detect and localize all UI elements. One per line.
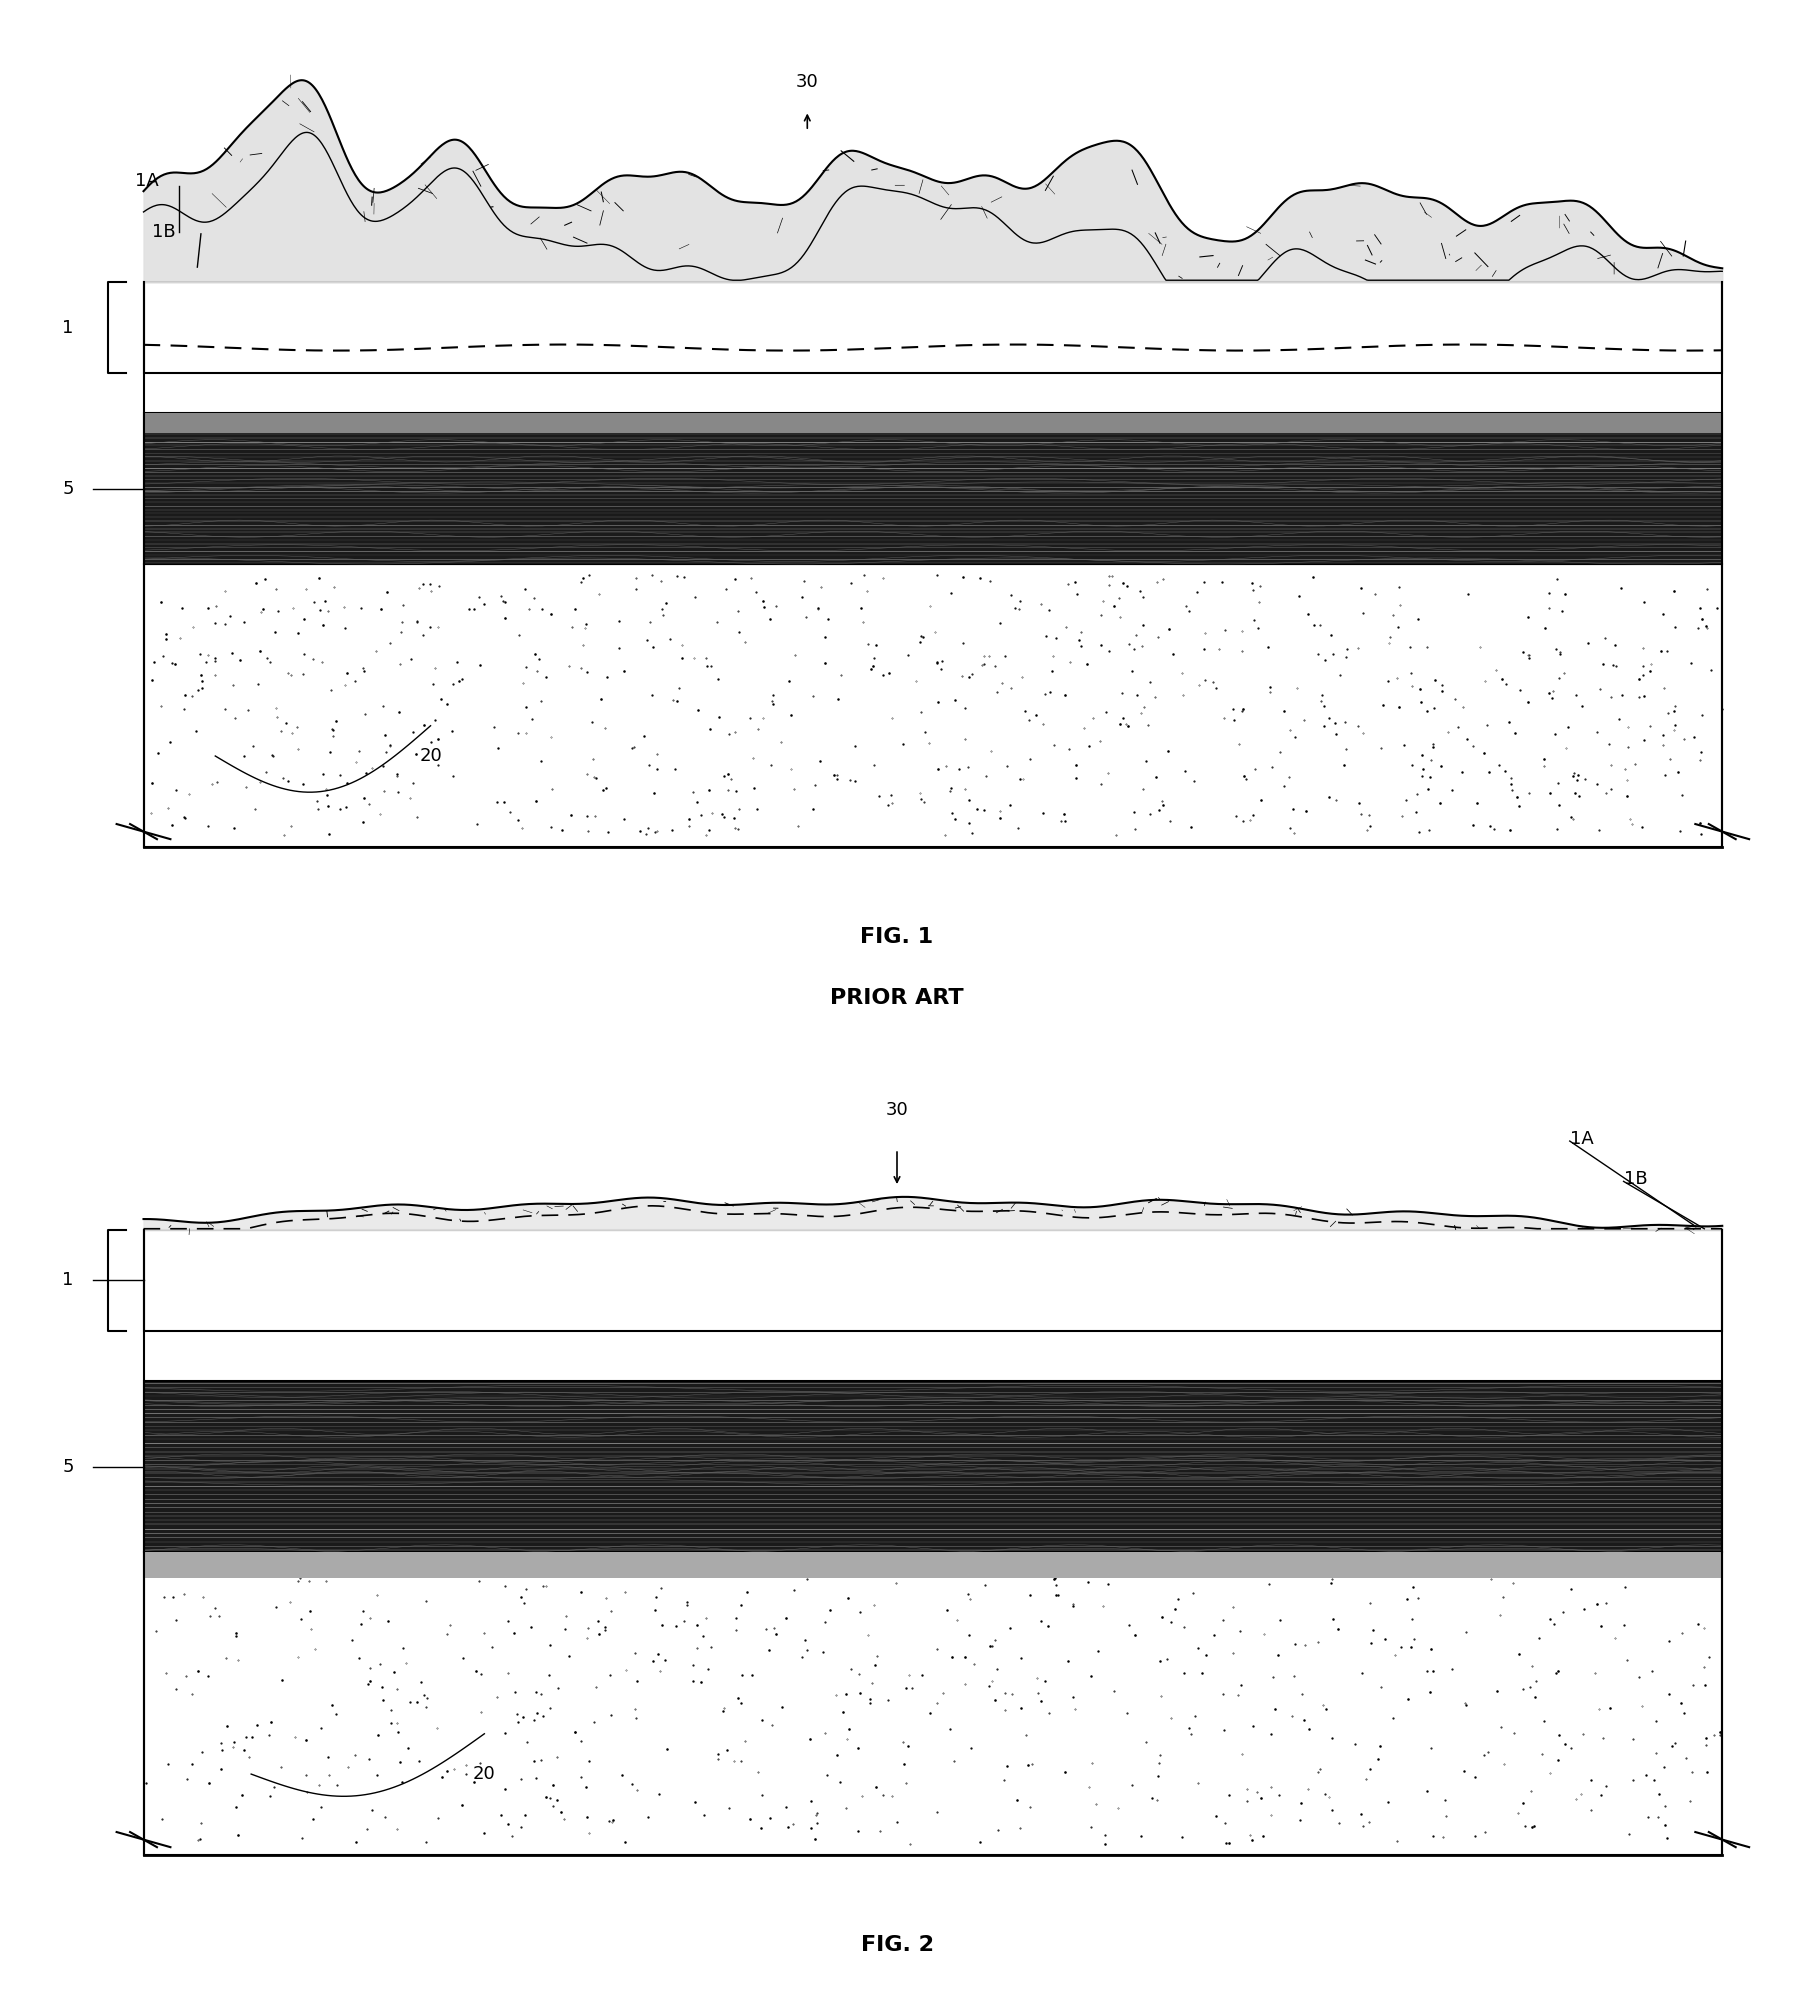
Text: 1B: 1B [152, 224, 176, 240]
Text: 30: 30 [886, 1101, 908, 1119]
Text: FIG. 1: FIG. 1 [861, 927, 933, 948]
Bar [144, 1381, 1722, 1552]
Bar [144, 413, 1722, 433]
Bar [144, 1552, 1722, 1577]
Bar [144, 564, 1722, 847]
Text: 1B: 1B [1624, 1171, 1647, 1187]
Text: 20: 20 [420, 748, 441, 764]
Bar [144, 1230, 1722, 1331]
Text: 5: 5 [63, 480, 74, 498]
Text: 1A: 1A [135, 173, 158, 190]
Bar [144, 413, 1722, 564]
Bar [144, 1552, 1722, 1855]
Text: 1: 1 [63, 1272, 74, 1288]
Bar [144, 282, 1722, 373]
Text: 20: 20 [474, 1766, 495, 1782]
Text: 30: 30 [797, 73, 818, 91]
Text: PRIOR ART: PRIOR ART [831, 988, 963, 1008]
Text: 1: 1 [63, 319, 74, 337]
Text: FIG. 2: FIG. 2 [861, 1935, 933, 1956]
Text: 5: 5 [63, 1458, 74, 1476]
Text: 1A: 1A [1570, 1131, 1593, 1147]
